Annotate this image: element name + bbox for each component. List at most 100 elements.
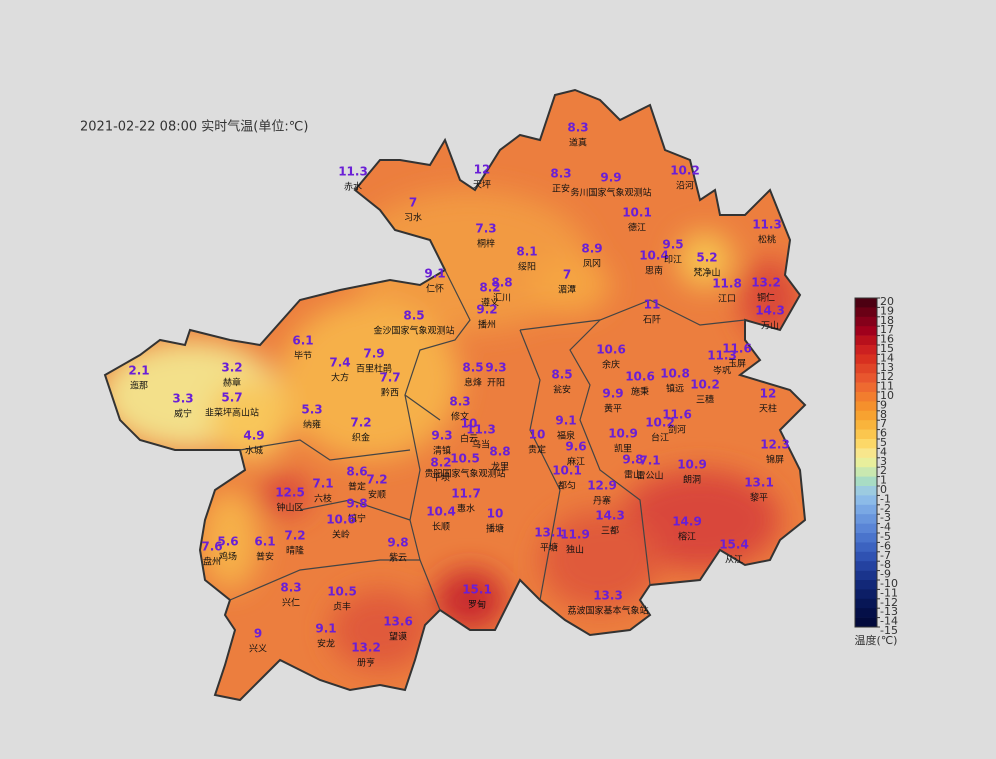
legend-tick-label: 13 xyxy=(880,361,894,374)
station-name: 天柱 xyxy=(759,403,777,415)
station-name: 剑河 xyxy=(668,424,686,436)
station-name: 织金 xyxy=(352,432,370,444)
legend-tick-label: 14 xyxy=(880,351,894,364)
station-value: 11.7 xyxy=(451,487,481,501)
prefecture-borders xyxy=(229,269,746,611)
legend-swatch xyxy=(855,448,877,459)
station-value: 10.9 xyxy=(608,427,638,441)
station-value: 9.1 xyxy=(555,414,576,428)
station-value: 6.1 xyxy=(292,334,313,348)
station-value: 8.3 xyxy=(280,581,301,595)
station-name: 普安 xyxy=(256,551,274,563)
station-name: 绥阳 xyxy=(518,262,536,273)
legend-tick-label: 9 xyxy=(880,398,887,411)
station-value: 8.3 xyxy=(567,121,588,135)
station-name: 玉屏 xyxy=(728,359,746,370)
legend-tick-label: -9 xyxy=(880,568,891,581)
legend-swatch xyxy=(855,335,877,346)
station-name: 晴隆 xyxy=(286,545,304,557)
station-name: 白云 xyxy=(460,433,478,445)
legend-tick-label: -10 xyxy=(880,577,898,590)
legend-swatch xyxy=(855,401,877,412)
legend-tick-label: 17 xyxy=(880,323,894,336)
station-name: 修文 xyxy=(451,411,469,423)
station-value: 11.3 xyxy=(338,165,368,179)
station-value: 10.2 xyxy=(690,378,720,392)
legend-tick-label: 4 xyxy=(880,445,887,458)
station-name: 鸡场 xyxy=(219,551,237,563)
station-name: 长顺 xyxy=(432,521,450,533)
legend-swatch xyxy=(855,495,877,506)
legend-swatch xyxy=(855,580,877,590)
legend-swatch xyxy=(855,551,877,562)
station-name: 铜仁 xyxy=(757,292,775,304)
station-value: 9.2 xyxy=(476,303,497,317)
station-name: 都匀 xyxy=(558,480,576,492)
station-value: 8.6 xyxy=(346,465,367,479)
legend-swatch xyxy=(855,354,877,365)
station-value: 5.3 xyxy=(301,403,322,417)
legend-tick-label: 12 xyxy=(880,370,894,383)
legend-swatch xyxy=(855,617,877,628)
station-value: 13.2 xyxy=(751,276,781,290)
station-value: 10 xyxy=(461,417,478,431)
station-name: 道真 xyxy=(569,137,587,149)
station-value: 11.3 xyxy=(752,218,782,232)
station-value: 7.2 xyxy=(350,416,371,430)
station-name: 平坝 xyxy=(432,473,450,484)
station-name: 三穗 xyxy=(696,394,714,406)
station-name: 镇远 xyxy=(666,383,684,395)
station-value: 10.2 xyxy=(670,164,700,178)
legend-title: 温度(℃) xyxy=(855,633,898,647)
station-name: 乌当 xyxy=(472,439,490,451)
legend-tick-label: 11 xyxy=(880,380,894,393)
station-name: 石阡 xyxy=(643,315,661,326)
legend-swatch xyxy=(855,533,877,543)
station-value: 10.6 xyxy=(326,513,356,527)
station-value: 8.2 xyxy=(430,456,451,470)
station-name: 雷公山 xyxy=(636,471,663,482)
legend-tick-label: -5 xyxy=(880,530,891,543)
station-name: 播州 xyxy=(478,319,496,331)
station-name: 龙里 xyxy=(491,461,509,473)
station-name: 荔波国家基本气象站 xyxy=(567,605,648,617)
legend-swatch xyxy=(855,382,877,393)
station-value: 8.9 xyxy=(581,242,602,256)
legend-swatch xyxy=(855,542,877,553)
station-value: 13.1 xyxy=(744,476,774,490)
legend-swatch xyxy=(855,570,877,581)
legend-swatch xyxy=(855,523,877,534)
legend-tick-label: 15 xyxy=(880,342,894,355)
legend-tick-label: 16 xyxy=(880,333,894,346)
station-value: 12 xyxy=(474,163,491,177)
station-name: 岑巩 xyxy=(713,365,731,377)
station-value: 14.3 xyxy=(595,509,625,523)
station-name: 汇川 xyxy=(493,293,511,304)
legend-tick-label: 5 xyxy=(880,436,887,449)
station-value: 12.9 xyxy=(587,479,617,493)
station-value: 5.2 xyxy=(696,251,717,265)
station-name: 大方 xyxy=(331,372,349,384)
station-name: 关岭 xyxy=(332,529,350,541)
station-name: 兴仁 xyxy=(282,597,300,609)
station-name: 惠水 xyxy=(457,503,475,515)
station-name: 韭菜坪高山站 xyxy=(205,407,259,419)
legend-swatch xyxy=(855,561,877,571)
legend-frame xyxy=(854,297,878,628)
station-value: 3.2 xyxy=(221,361,242,375)
station-value: 7.1 xyxy=(312,477,333,491)
station-value: 9.1 xyxy=(315,622,336,636)
station-value: 7.7 xyxy=(379,371,400,385)
station-name: 凯里 xyxy=(614,443,632,455)
station-name: 思南 xyxy=(645,265,663,277)
station-value: 8.1 xyxy=(516,245,537,259)
station-value: 8.5 xyxy=(462,361,483,375)
legend-tick-label: 1 xyxy=(880,474,887,487)
station-value: 11 xyxy=(644,298,661,312)
station-value: 10 xyxy=(529,428,546,442)
station-name: 天坪 xyxy=(473,180,491,191)
station-name: 梵净山 xyxy=(693,267,720,279)
legend-tick-label: -1 xyxy=(880,492,891,505)
legend-swatch xyxy=(855,514,877,524)
